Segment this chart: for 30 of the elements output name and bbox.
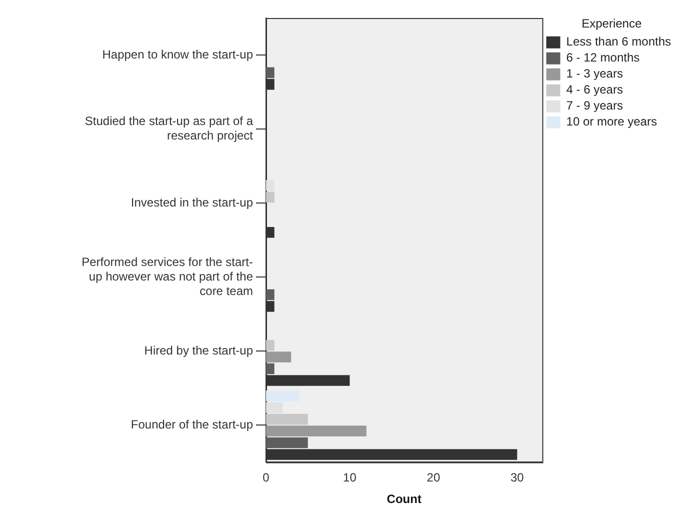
- bar: [266, 192, 274, 203]
- x-tick-label: 10: [343, 470, 357, 485]
- bar: [266, 402, 283, 413]
- legend-label: 10 or more years: [566, 114, 657, 129]
- bar: [266, 414, 308, 425]
- y-tick-label: Hired by the start-up: [144, 343, 254, 358]
- y-tick-label: Performed services for the start-up however was not part of the core team: [82, 255, 254, 298]
- y-tick-label: Founder of the start-up: [130, 417, 254, 432]
- bar: [266, 352, 292, 362]
- bar: [266, 363, 274, 374]
- x-tick-label: 0: [262, 470, 270, 485]
- legend-label: Less than 6 months: [566, 34, 672, 49]
- legend-title: Experience: [582, 16, 642, 30]
- legend-label: 6 - 12 months: [566, 50, 640, 65]
- bar: [266, 426, 366, 436]
- bar: [266, 340, 274, 351]
- y-tick-label: Invested in the start-up: [130, 195, 254, 210]
- legend-label: 1 - 3 years: [566, 66, 623, 81]
- bar: [266, 180, 274, 191]
- y-tick-label: Studied the start-up as part of a research project: [84, 114, 254, 143]
- bar: [266, 390, 300, 402]
- bar: [266, 437, 308, 448]
- bar: [266, 67, 274, 78]
- x-tick-label: 30: [510, 470, 524, 485]
- legend-label: 7 - 9 years: [566, 98, 623, 113]
- legend-label: 4 - 6 years: [566, 82, 623, 97]
- y-tick-label: Happen to know the start-up: [102, 47, 254, 62]
- x-tick-label: 20: [426, 470, 440, 485]
- bar: [266, 289, 274, 300]
- x-axis-title: Count: [386, 492, 422, 506]
